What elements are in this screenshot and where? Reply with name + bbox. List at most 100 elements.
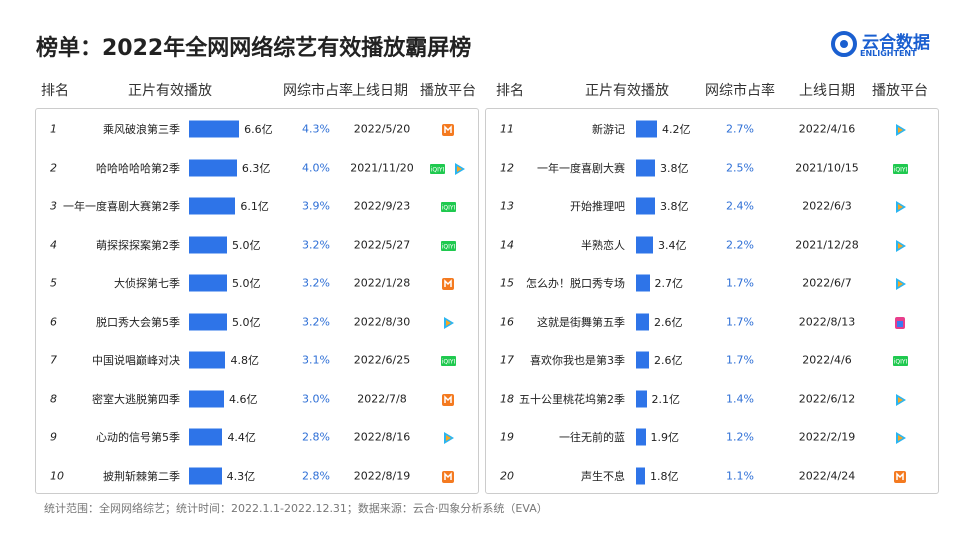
date: 2022/4/16 [798,122,856,136]
logo-sub: ENLIGHTENT [860,49,917,58]
platform-icon [893,122,908,141]
date: 2022/6/25 [353,353,411,367]
play-label: 5.0亿 [232,315,261,329]
play-label: 5.0亿 [232,277,261,290]
play-bar [636,197,655,215]
show-name: 脱口秀大会第5季 [96,315,180,329]
date: 2022/6/12 [798,392,856,405]
play-label: 3.4亿 [658,238,687,252]
play-label: 2.6亿 [654,354,683,367]
share: 4.3% [302,122,330,136]
share: 3.2% [302,238,330,251]
play-bar [189,159,237,176]
play-label: 3.8亿 [660,161,689,175]
play-bar [636,313,649,330]
play-label: 4.6亿 [228,392,258,406]
play-bar [636,159,655,176]
play-bar [189,428,223,446]
share: 1.7% [726,276,754,290]
show-name: 一年一度喜剧大赛 [537,161,625,175]
share: 3.1% [302,353,330,367]
platform-icon: iQIYI [441,353,456,372]
rank: 13 [500,199,514,213]
left-panel [35,108,479,494]
rank: 1 [50,122,57,136]
platform-icon [441,469,456,488]
platform-icon: iQIYI [893,161,908,180]
platform-icon [441,430,456,449]
play-bar [189,313,227,330]
share: 3.9% [302,199,330,213]
column-header: 网综市占率 [705,83,775,99]
show-name: 乘风破浪第三季 [103,123,180,136]
column-header: 排名 [496,83,524,99]
play-bar [636,390,647,407]
share: 3.0% [302,392,330,405]
svg-text:iQIYI: iQIYI [442,243,456,250]
platform-icon [441,122,456,141]
show-name: 声生不息 [581,469,625,483]
rank: 11 [500,122,514,136]
logo: 云合数据 [862,33,930,53]
platform-icon [893,199,908,218]
rank: 18 [500,392,514,405]
date: 2022/2/19 [798,430,856,444]
show-name: 五十公里桃花坞第2季 [519,392,625,406]
play-label: 4.3亿 [226,469,256,483]
rank: 20 [500,469,514,482]
svg-text:iQIYI: iQIYI [442,205,456,212]
platform-icon: iQIYI [441,199,456,218]
date: 2022/5/20 [353,122,411,136]
share: 4.0% [302,161,330,174]
date: 2022/6/3 [802,199,852,213]
play-bar [189,467,222,484]
play-label: 4.4亿 [227,431,256,444]
platform-icon [441,276,456,295]
rank: 7 [50,353,57,367]
rank: 19 [500,430,514,444]
platform-icon [893,238,908,257]
play-label: 2.1亿 [651,392,681,406]
share: 3.2% [302,276,330,290]
column-header: 播放平台 [872,83,928,99]
platform-icon [441,315,456,334]
share: 1.7% [726,315,754,328]
column-header: 排名 [41,83,69,99]
right-panel [485,108,939,494]
rank: 17 [500,353,514,367]
date: 2022/8/16 [353,430,411,444]
rank: 15 [500,276,514,290]
show-name: 这就是街舞第五季 [537,315,625,329]
share: 1.4% [726,392,754,405]
svg-text:iQIYI: iQIYI [442,359,456,366]
platform-icon [893,276,908,295]
play-bar [636,467,645,484]
rank: 16 [500,315,514,328]
play-label: 3.8亿 [660,200,689,213]
rank: 9 [50,430,57,444]
play-bar [636,274,650,292]
rank: 14 [500,238,514,251]
date: 2022/7/8 [357,392,407,405]
share: 2.8% [302,430,330,444]
column-header: 播放平台 [420,83,476,99]
share: 1.7% [726,353,754,367]
logo-icon [831,31,857,57]
play-bar [636,236,653,253]
rank: 3 [50,199,57,213]
play-label: 1.9亿 [650,431,680,444]
show-name: 喜欢你我也是第3季 [530,354,625,367]
svg-text:iQIYI: iQIYI [894,166,908,173]
show-name: 开始推理吧 [570,200,625,213]
platform-icon [893,392,908,411]
play-bar [189,274,227,292]
rank: 4 [50,238,57,251]
footer: 统计范围：全网网络综艺；统计时间：2022.1.1-2022.12.31；数据来… [44,502,548,515]
show-name: 新游记 [592,123,625,136]
play-label: 2.6亿 [654,315,683,329]
date: 2022/4/6 [802,353,852,367]
share: 2.8% [302,469,330,482]
date: 2021/12/28 [795,238,859,251]
play-bar [189,390,224,407]
